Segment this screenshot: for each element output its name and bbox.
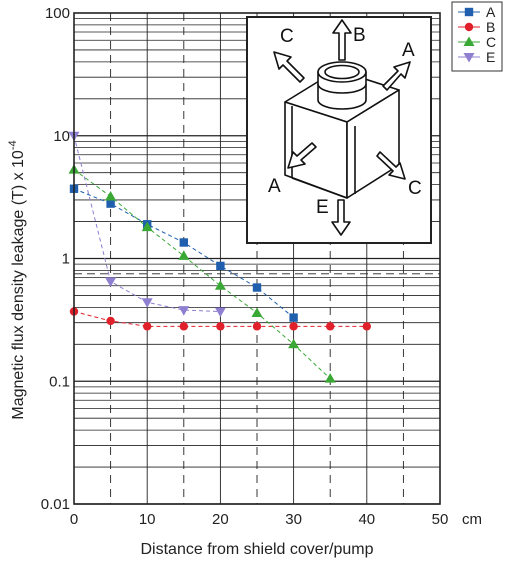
legend-marker-A — [464, 7, 474, 17]
inset-label-top: B — [353, 25, 366, 46]
pump-cylinder-inner — [324, 64, 360, 80]
data-point-B — [252, 322, 262, 331]
legend-marker-E — [463, 53, 475, 63]
data-point-C — [178, 250, 190, 260]
arrow-up-icon — [332, 19, 352, 61]
inset-label-bottom-left: A — [268, 176, 281, 197]
x-axis-unit: cm — [462, 511, 482, 528]
legend-label-A: A — [486, 4, 496, 20]
data-point-A — [216, 261, 225, 271]
data-point-C — [141, 221, 153, 232]
legend-marker-C — [463, 36, 475, 46]
data-point-E — [178, 306, 190, 316]
data-point-E — [214, 307, 226, 318]
x-tick-label: 40 — [358, 511, 375, 528]
data-point-C — [105, 190, 117, 201]
inset-label-top-right: A — [402, 40, 415, 61]
data-point-A — [289, 313, 298, 322]
legend-label-E: E — [486, 49, 495, 65]
legend-marker-B — [464, 22, 474, 32]
y-tick-label: 10 — [53, 128, 70, 145]
data-point-A — [252, 283, 262, 292]
arrow-down-left-icon — [287, 142, 317, 169]
data-point-B — [326, 322, 335, 331]
data-point-B — [289, 322, 298, 331]
legend-label-C: C — [486, 34, 496, 50]
data-point-E — [105, 277, 117, 287]
x-tick-label: 10 — [139, 511, 156, 528]
y-tick-label: 0.1 — [49, 373, 70, 390]
direction-arrows — [273, 19, 411, 236]
pump-drawing — [284, 61, 400, 199]
y-tick-label: 100 — [45, 5, 70, 22]
arrow-down-icon — [331, 199, 351, 236]
data-point-C — [251, 307, 263, 317]
arrow-down-right-icon — [376, 151, 406, 180]
x-tick-label: 30 — [285, 511, 302, 528]
inset-label-bottom: E — [316, 197, 329, 218]
data-point-C — [214, 280, 226, 290]
plot-frame — [73, 12, 441, 505]
y-axis-title: Magnetic flux density leakage (T) x 10-4 — [7, 140, 27, 419]
data-point-B — [216, 322, 225, 331]
legend-frame — [451, 1, 503, 72]
x-tick-label: 0 — [70, 511, 78, 528]
data-point-A — [179, 238, 188, 247]
x-tick-label: 50 — [432, 511, 449, 528]
cube-edge-front — [291, 177, 348, 199]
inset-illustration: A B C A C E — [246, 16, 432, 244]
data-point-C — [324, 373, 336, 383]
data-point-B — [179, 322, 188, 331]
legend-label-B: B — [486, 19, 495, 35]
y-tick-label: 1 — [62, 251, 70, 268]
x-tick-label: 20 — [212, 511, 229, 528]
series-B — [69, 307, 371, 331]
arrow-up-right-icon — [382, 61, 411, 91]
pump-cylinder-ring — [317, 83, 367, 94]
data-point-E — [141, 298, 153, 308]
data-point-C — [288, 338, 300, 349]
x-axis-title: Distance from shield cover/pump — [141, 541, 374, 558]
data-point-B — [106, 316, 115, 326]
axis-ticks: 0 10 20 30 40 50 0.01 0.1 1 10 100 — [41, 5, 449, 528]
series-C — [68, 164, 336, 383]
data-point-A — [106, 199, 115, 208]
arrow-up-left-icon — [273, 51, 305, 83]
data-point-B — [143, 322, 152, 331]
inset-label-top-left: C — [280, 26, 294, 47]
inset-label-bottom-right: C — [408, 178, 422, 199]
y-tick-label: 0.01 — [41, 496, 70, 513]
series-line-C — [73, 169, 331, 380]
data-point-B — [362, 322, 371, 331]
